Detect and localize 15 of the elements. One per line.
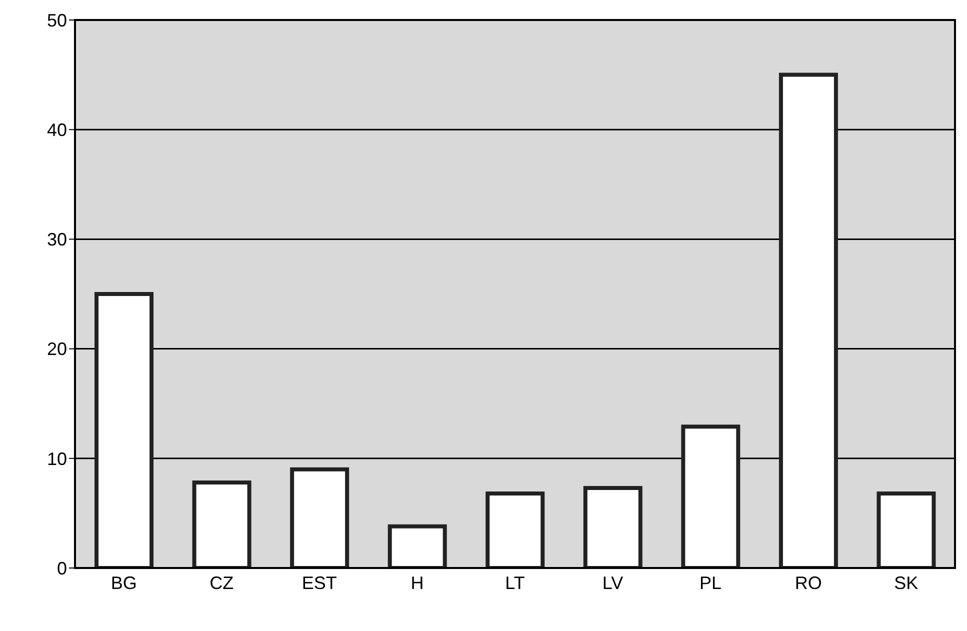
x-tick-label: H (410, 572, 424, 593)
x-tick-label: BG (110, 572, 137, 593)
x-tick-label: LT (505, 572, 525, 593)
y-tick-label: 50 (46, 10, 67, 30)
x-tick-label: PL (700, 572, 722, 593)
y-tick-label: 10 (46, 448, 67, 469)
x-tick-label: EST (302, 572, 337, 593)
y-tick-label: 40 (46, 120, 67, 140)
x-tick-label: LV (602, 572, 624, 593)
y-tick-label: 30 (46, 230, 67, 250)
y-tick-label: 0 (56, 558, 67, 578)
x-tick-label: RO (794, 572, 822, 593)
y-tick-label: 20 (46, 339, 67, 360)
x-tick-label: CZ (210, 572, 234, 593)
x-tick-label: SK (894, 572, 918, 593)
